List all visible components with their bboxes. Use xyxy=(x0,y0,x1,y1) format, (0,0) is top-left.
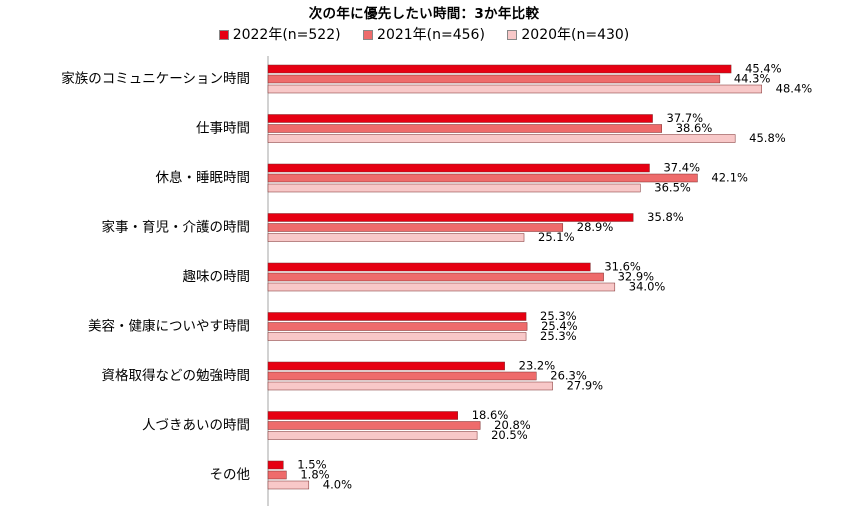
data-label: 31.6% xyxy=(604,260,641,274)
bar xyxy=(267,332,527,341)
category-label: 仕事時間 xyxy=(196,121,250,137)
legend-item-2021: 2021年(n=456) xyxy=(363,24,485,44)
data-label: 34.0% xyxy=(629,280,666,294)
data-label: 28.9% xyxy=(577,220,614,234)
data-label: 37.7% xyxy=(667,111,704,125)
legend: 2022年(n=522) 2021年(n=456) 2020年(n=430) xyxy=(0,24,848,44)
bar xyxy=(267,84,762,94)
legend-label-2020: 2020年(n=430) xyxy=(521,27,630,43)
bar xyxy=(267,282,616,292)
bar xyxy=(267,312,527,321)
bar xyxy=(267,470,287,480)
data-label: 44.3% xyxy=(734,72,771,86)
bar xyxy=(267,74,721,84)
data-label: 37.4% xyxy=(663,161,700,175)
data-label: 48.4% xyxy=(776,82,813,96)
data-label: 42.1% xyxy=(711,171,748,185)
category-label: 家族のコミュニケーション時間 xyxy=(61,70,250,87)
bar xyxy=(267,480,310,490)
category-label: 人づきあいの時間 xyxy=(142,418,250,434)
category-label: その他 xyxy=(210,467,251,483)
legend-swatch-2020 xyxy=(507,30,518,40)
legend-item-2020: 2020年(n=430) xyxy=(507,24,629,44)
data-label: 1.8% xyxy=(300,468,329,482)
bar xyxy=(267,411,458,420)
data-label: 36.5% xyxy=(654,181,691,195)
data-label: 20.5% xyxy=(491,428,528,442)
data-label: 18.6% xyxy=(472,408,509,422)
bar xyxy=(267,124,662,133)
data-label: 32.9% xyxy=(618,270,655,284)
bar xyxy=(267,431,478,440)
bar xyxy=(267,64,732,74)
bar xyxy=(267,272,604,282)
bar xyxy=(267,361,505,371)
legend-label-2022: 2022年(n=522) xyxy=(232,27,341,43)
bar xyxy=(267,371,537,381)
data-label: 26.3% xyxy=(550,369,587,383)
bar xyxy=(267,262,591,272)
bar xyxy=(267,173,698,183)
data-label: 25.1% xyxy=(538,230,575,244)
bar xyxy=(267,460,284,470)
chart-title: 次の年に優先したい時間：3か年比較 xyxy=(308,6,540,22)
bar xyxy=(267,381,553,391)
data-label: 1.5% xyxy=(297,458,326,472)
bar xyxy=(267,223,564,232)
data-label: 4.0% xyxy=(323,478,352,492)
category-label: 美容・健康についやす時間 xyxy=(88,318,250,335)
bar xyxy=(267,233,525,242)
bar xyxy=(267,421,481,430)
bar xyxy=(267,163,650,173)
data-label: 27.9% xyxy=(567,379,604,393)
data-label: 35.8% xyxy=(647,210,684,224)
data-label: 45.8% xyxy=(749,131,786,145)
bar xyxy=(267,134,736,143)
legend-swatch-2021 xyxy=(363,30,374,40)
data-label: 25.3% xyxy=(540,309,577,323)
legend-label-2021: 2021年(n=456) xyxy=(377,27,485,43)
bar xyxy=(267,322,528,331)
bar xyxy=(267,213,634,222)
category-label: 家事・育児・介護の時間 xyxy=(102,219,251,236)
category-label: 趣味の時間 xyxy=(183,269,251,285)
bar xyxy=(267,114,653,123)
data-label: 38.6% xyxy=(676,121,713,135)
category-label: 休息・睡眠時間 xyxy=(156,169,251,186)
data-label: 20.8% xyxy=(494,418,531,432)
data-label: 25.3% xyxy=(540,329,577,343)
legend-swatch-2022 xyxy=(218,30,229,40)
category-label: 資格取得などの勉強時間 xyxy=(102,367,251,384)
bar xyxy=(267,183,641,193)
legend-item-2022: 2022年(n=522) xyxy=(218,24,341,44)
data-label: 25.4% xyxy=(541,319,578,333)
data-label: 45.4% xyxy=(745,62,782,76)
data-label: 23.2% xyxy=(519,359,556,373)
